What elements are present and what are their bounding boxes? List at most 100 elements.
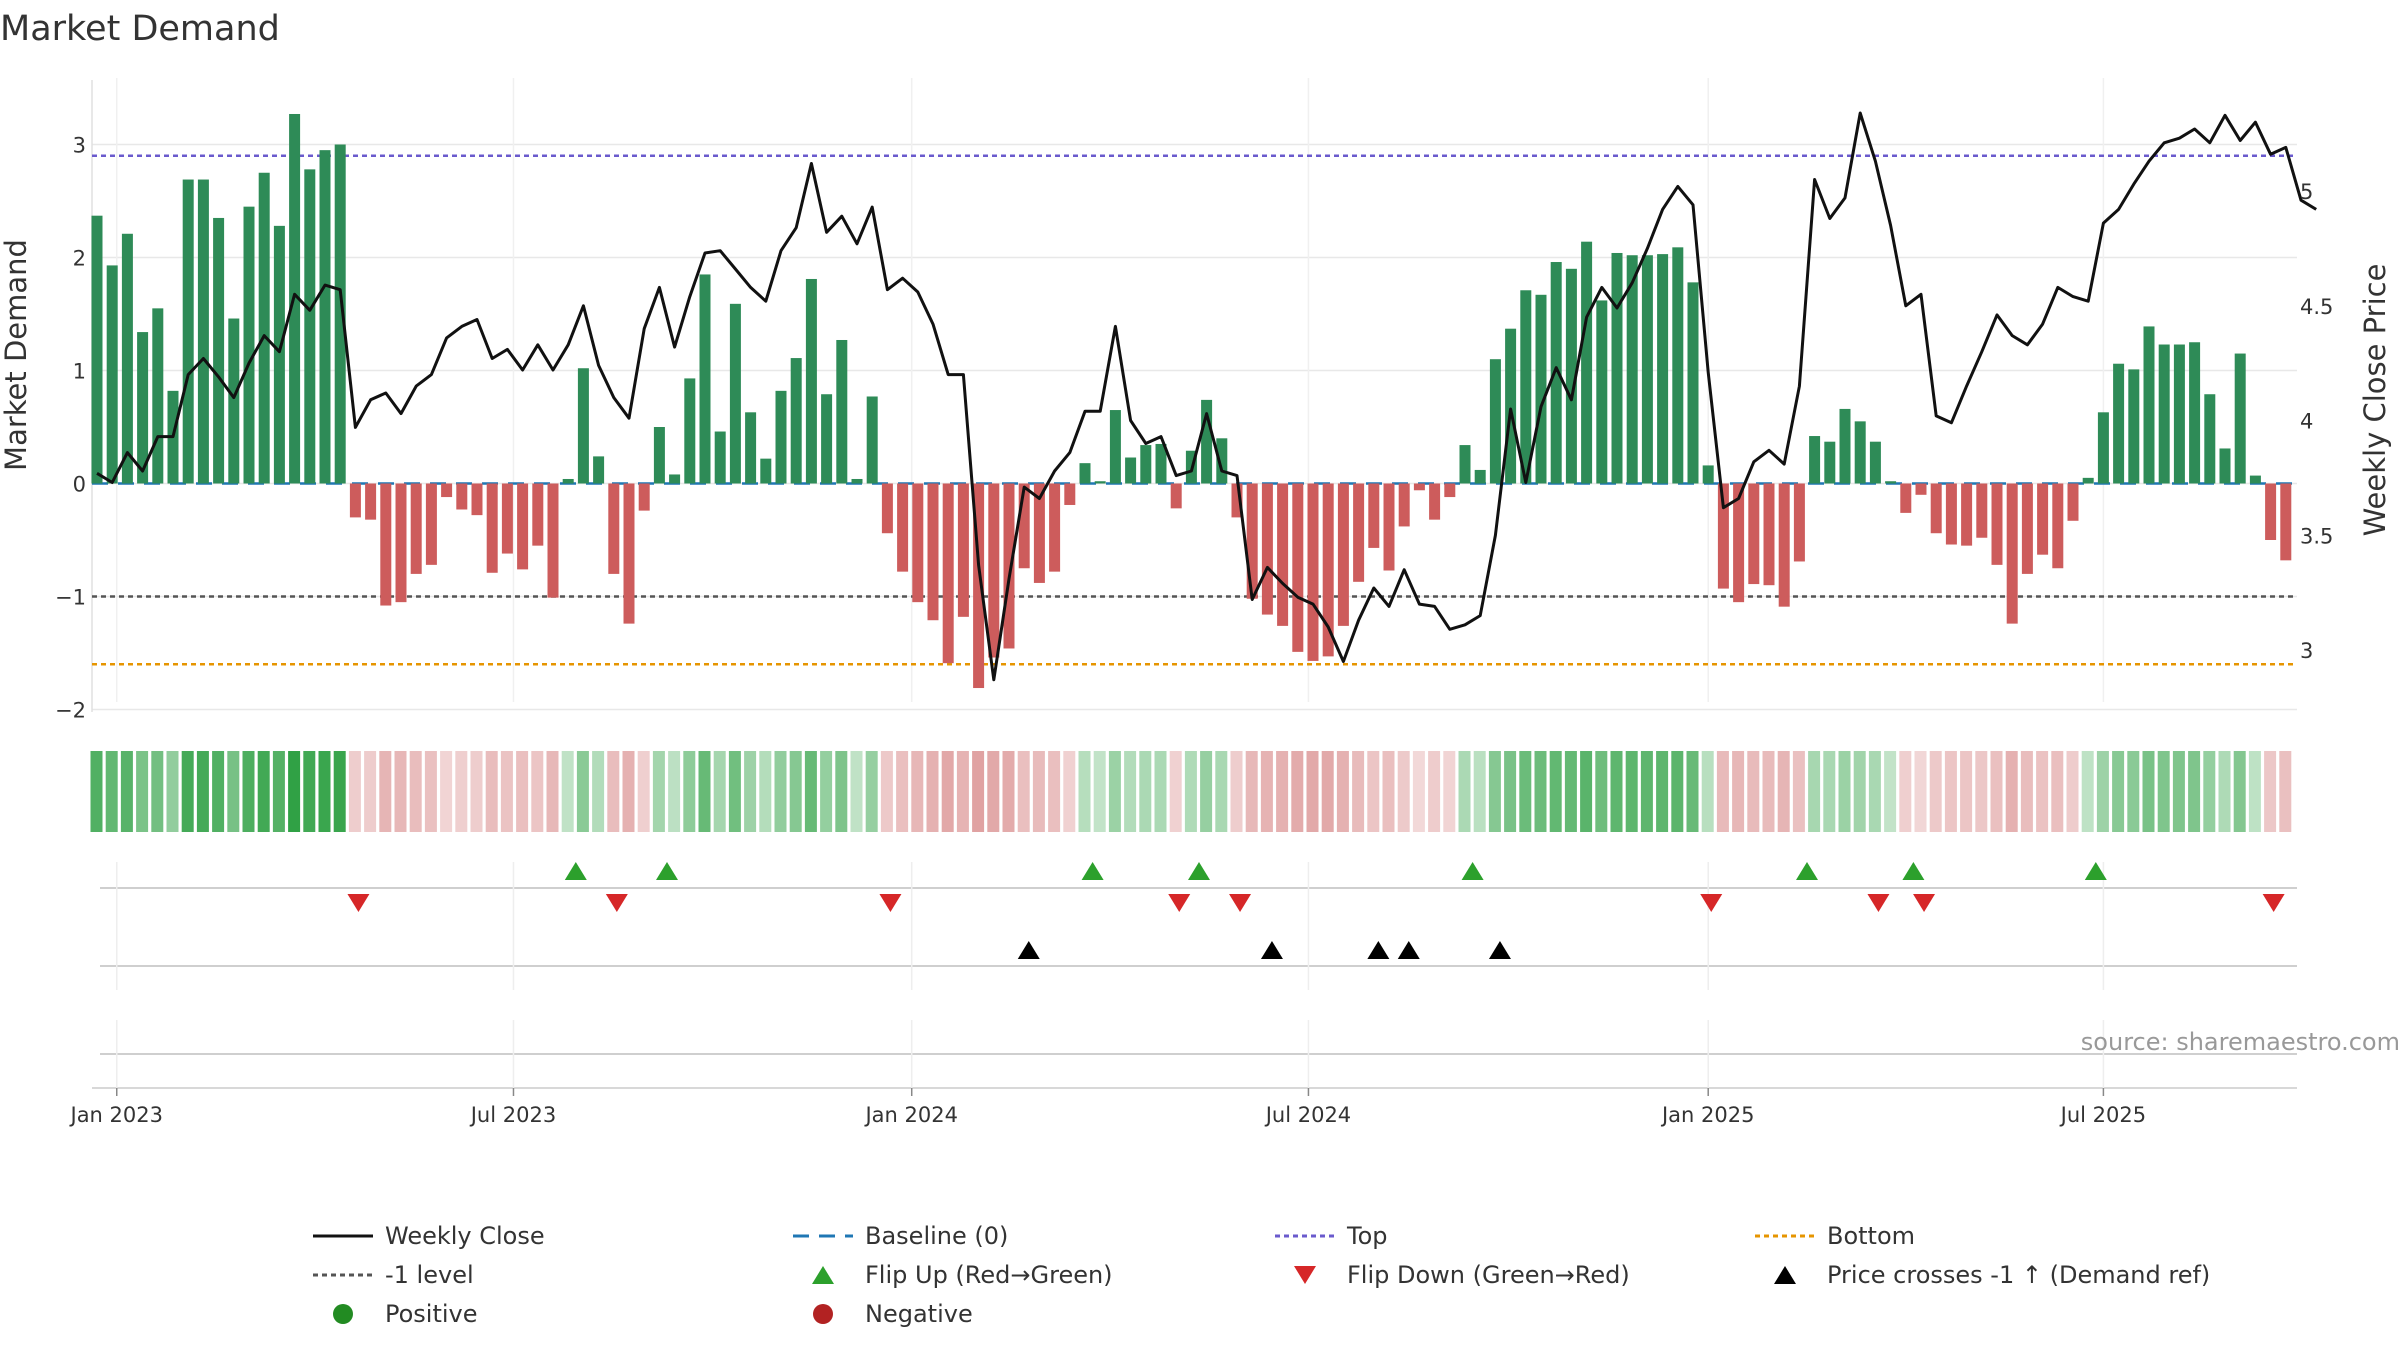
- demand-bar: [1793, 483, 1805, 562]
- heat-cell: [744, 751, 757, 832]
- demand-bar: [1976, 483, 1988, 538]
- heat-cell: [2051, 751, 2064, 832]
- heat-cell: [2157, 751, 2170, 832]
- heat-cell: [1701, 751, 1714, 832]
- heat-cell: [865, 751, 878, 832]
- demand-bar: [243, 206, 255, 484]
- heat-cell: [394, 751, 407, 832]
- heat-cell: [592, 751, 605, 832]
- demand-bar: [1717, 483, 1729, 589]
- x-tick-label: Jan 2023: [69, 1103, 164, 1127]
- heat-cell: [1260, 751, 1273, 832]
- demand-bar: [106, 265, 118, 484]
- heat-cell: [926, 751, 939, 832]
- chart-title: Market Demand: [0, 9, 280, 49]
- flip-up-marker: [1461, 862, 1484, 880]
- y-tick-label: 0: [73, 473, 86, 497]
- heat-cell: [987, 751, 1000, 832]
- demand-bar: [532, 483, 544, 546]
- demand-bar: [669, 474, 681, 484]
- demand-bar: [1535, 294, 1547, 484]
- heat-cell: [1169, 751, 1182, 832]
- heat-cell: [136, 751, 149, 832]
- heat-cell: [1549, 751, 1562, 832]
- demand-bar: [1733, 483, 1745, 603]
- heat-cell: [1656, 751, 1669, 832]
- heat-cell: [2218, 751, 2231, 832]
- heat-cell: [683, 751, 696, 832]
- heat-cell: [2172, 751, 2185, 832]
- demand-bar: [1353, 483, 1365, 582]
- heat-cell: [1154, 751, 1167, 832]
- heat-cell: [1975, 751, 1988, 832]
- heat-cell: [713, 751, 726, 832]
- demand-bar: [1444, 483, 1456, 498]
- heat-cell: [2112, 751, 2125, 832]
- flip-down-marker: [605, 894, 628, 912]
- heat-cell: [1048, 751, 1061, 832]
- heat-cell: [2279, 751, 2292, 832]
- demand-bar: [1383, 483, 1395, 571]
- demand-bar: [957, 483, 969, 617]
- demand-bar: [1398, 483, 1410, 527]
- y2-tick-label: 4: [2300, 410, 2313, 434]
- demand-bar: [805, 278, 817, 484]
- heat-cell: [1792, 751, 1805, 832]
- demand-bar: [1520, 290, 1532, 484]
- legend-label: Top: [1346, 1222, 1388, 1250]
- heat-cell: [1032, 751, 1045, 832]
- demand-bar: [2067, 483, 2079, 521]
- legend-swatch-triangle-up: [812, 1266, 834, 1284]
- heat-cell: [1245, 751, 1258, 832]
- demand-bar: [729, 303, 741, 484]
- heat-cell: [698, 751, 711, 832]
- demand-bar: [1839, 408, 1851, 484]
- heat-cell: [607, 751, 620, 832]
- legend-label: Weekly Close: [385, 1222, 545, 1250]
- demand-bar: [2006, 483, 2018, 624]
- demand-bar: [775, 390, 787, 484]
- heat-cell: [1747, 751, 1760, 832]
- legend-item: Price crosses -1 ↑ (Demand ref): [1774, 1261, 2210, 1289]
- flip-up-marker: [2084, 862, 2107, 880]
- demand-bar: [1763, 483, 1775, 586]
- demand-bar: [790, 358, 802, 484]
- heat-cell: [196, 751, 209, 832]
- heat-cell: [1078, 751, 1091, 832]
- demand-bar: [897, 483, 909, 572]
- y-tick-label: 3: [73, 134, 86, 158]
- demand-bar: [273, 225, 285, 484]
- heat-cell: [804, 751, 817, 832]
- heat-cell: [348, 751, 361, 832]
- flip-down-marker: [879, 894, 902, 912]
- flip-up-marker: [1796, 862, 1818, 880]
- demand-bar: [1474, 469, 1486, 484]
- heat-cell: [2142, 751, 2155, 832]
- demand-bar: [1033, 483, 1045, 583]
- demand-bar: [2097, 412, 2109, 484]
- flip-down-marker: [347, 894, 370, 912]
- demand-bar: [1125, 457, 1137, 484]
- legend-item: Negative: [813, 1300, 973, 1328]
- legend-label: Baseline (0): [865, 1222, 1008, 1250]
- heat-cell: [774, 751, 787, 832]
- y-tick-label: 2: [73, 247, 86, 271]
- demand-bar: [1094, 481, 1106, 484]
- demand-bar: [1611, 252, 1623, 484]
- demand-bar: [547, 483, 559, 598]
- demand-bar: [395, 483, 407, 603]
- demand-bar: [1307, 483, 1319, 661]
- heat-cell: [1914, 751, 1927, 832]
- y2-axis-label: Weekly Close Price: [2358, 264, 2392, 537]
- y2-tick-label: 3.5: [2300, 524, 2333, 548]
- heat-cell: [1336, 751, 1349, 832]
- demand-bar: [1961, 483, 1973, 546]
- heat-cell: [2096, 751, 2109, 832]
- demand-bar: [471, 483, 483, 516]
- demand-bar: [2052, 483, 2064, 569]
- demand-bar: [1413, 483, 1425, 491]
- event-marker-panels: [92, 862, 2297, 1089]
- right-axis-ticks: 5 4.5 4 3.5 3: [2300, 180, 2333, 663]
- legend-item: Positive: [333, 1300, 478, 1328]
- demand-bar: [562, 478, 574, 484]
